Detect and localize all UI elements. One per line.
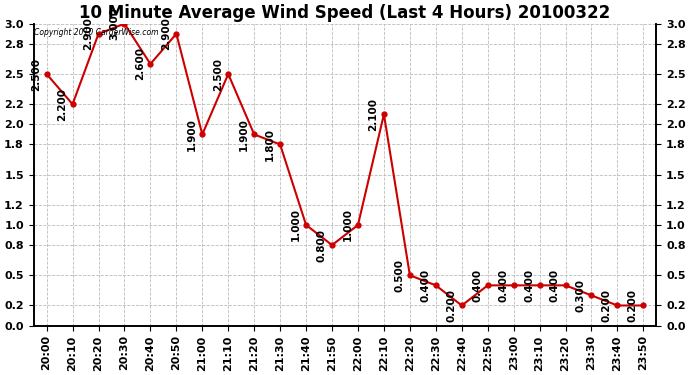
Text: 2.900: 2.900 xyxy=(161,17,171,50)
Text: 0.200: 0.200 xyxy=(602,289,612,322)
Text: 0.400: 0.400 xyxy=(420,269,431,302)
Text: 0.400: 0.400 xyxy=(472,269,482,302)
Text: 0.300: 0.300 xyxy=(576,279,586,312)
Text: 3.000: 3.000 xyxy=(109,7,119,40)
Text: 1.000: 1.000 xyxy=(290,209,301,242)
Text: 2.200: 2.200 xyxy=(57,88,67,121)
Text: 2.900: 2.900 xyxy=(83,17,93,50)
Text: 1.900: 1.900 xyxy=(187,118,197,151)
Text: 2.500: 2.500 xyxy=(31,57,41,90)
Text: 2.500: 2.500 xyxy=(213,57,223,90)
Text: 1.800: 1.800 xyxy=(264,128,275,161)
Title: 10 Minute Average Wind Speed (Last 4 Hours) 20100322: 10 Minute Average Wind Speed (Last 4 Hou… xyxy=(79,4,611,22)
Text: 0.200: 0.200 xyxy=(446,289,456,322)
Text: 2.600: 2.600 xyxy=(135,48,145,81)
Text: 1.000: 1.000 xyxy=(342,209,353,242)
Text: 0.800: 0.800 xyxy=(317,229,326,262)
Text: 0.400: 0.400 xyxy=(550,269,560,302)
Text: 0.500: 0.500 xyxy=(394,259,404,292)
Text: 2.100: 2.100 xyxy=(368,98,378,131)
Text: 0.400: 0.400 xyxy=(524,269,534,302)
Text: 1.900: 1.900 xyxy=(239,118,248,151)
Text: 0.400: 0.400 xyxy=(498,269,508,302)
Text: 0.200: 0.200 xyxy=(628,289,638,322)
Text: Copyright 2010 CarderWise.com: Copyright 2010 CarderWise.com xyxy=(34,28,159,37)
